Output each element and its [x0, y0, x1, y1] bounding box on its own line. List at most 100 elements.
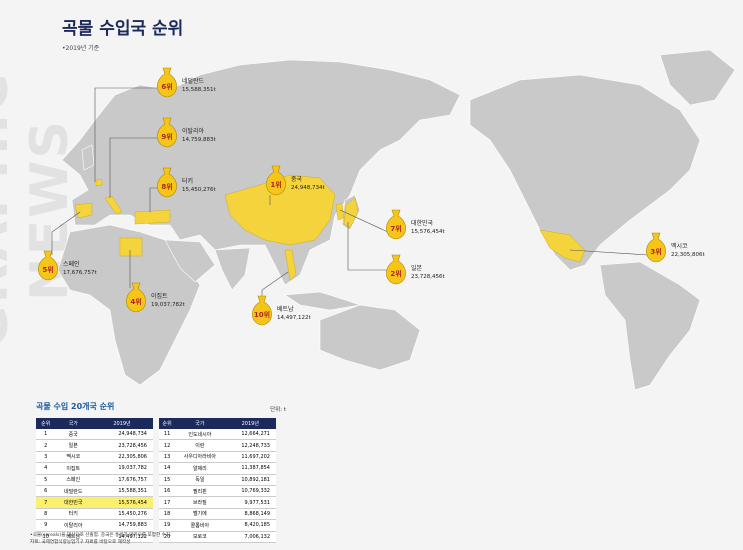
- table-cell: 8,420,185: [224, 519, 276, 532]
- map-label: 2위 일본 23,728,456t: [386, 254, 445, 285]
- amount: 23,728,456t: [411, 274, 445, 280]
- country: 이탈리아: [182, 127, 205, 135]
- table-row: 20 모로코 7,006,132: [159, 531, 276, 543]
- table-cell: 17,676,757: [90, 474, 153, 486]
- table-cell: 17: [159, 496, 176, 509]
- money-bag: [126, 282, 146, 313]
- country: 중국: [291, 176, 303, 183]
- table-cell: 14: [159, 462, 176, 475]
- table-cell: 6: [36, 485, 56, 498]
- table-cell: 20: [159, 531, 176, 543]
- table-right: 순위 국가 2019년 11 인도네시아 12,664,271 12 이란 12,248,733…: [159, 418, 276, 543]
- table-cell: 7: [36, 496, 56, 509]
- table-cell: 10,769,332: [224, 485, 276, 498]
- leader-line: [347, 222, 388, 271]
- amount: 15,588,351t: [182, 87, 216, 93]
- table-cell: 9: [36, 519, 56, 532]
- map-label: 5위 스페인 17,676,757t: [38, 250, 97, 281]
- country: 멕시코: [671, 242, 688, 250]
- table-row: 8 터키 15,450,276: [36, 508, 153, 521]
- ranking-table: 곡물 수입 20개국 순위 단위: t 순위 국가 2019년 1 중국 24,948,7…: [36, 401, 286, 543]
- title: 곡물 수입국 순위: [62, 19, 184, 39]
- table-cell: 15: [159, 474, 176, 486]
- table-row: 1 중국 24,948,734: [36, 429, 153, 441]
- country: 베트남: [277, 305, 294, 313]
- rank: 2위: [390, 269, 401, 278]
- table-cell: 15,588,351: [90, 485, 153, 498]
- rank: 9위: [161, 132, 172, 141]
- table-cell: 13: [159, 451, 176, 464]
- table-cell: 9,977,531: [224, 496, 276, 509]
- table-cell: 브라질: [175, 496, 225, 509]
- table-row: 12 이란 12,248,733: [159, 439, 276, 452]
- table-cell: 이집트: [55, 462, 91, 475]
- table-cell: 19,037,782: [90, 462, 153, 475]
- amount: 19,037,782t: [151, 302, 185, 308]
- table-row: 4 이집트 19,037,782: [36, 462, 153, 475]
- table-cell: 24,948,734: [90, 429, 153, 441]
- table-cell: 스페인: [55, 474, 91, 486]
- table-row: 5 스페인 17,676,757: [36, 474, 153, 486]
- table-row: 17 브라질 9,977,531: [159, 496, 276, 509]
- money-bag: [646, 232, 666, 263]
- header: 국가: [175, 418, 225, 429]
- table-cell: 콜롬비아: [175, 519, 225, 532]
- money-bag: [157, 67, 177, 98]
- table-left: 순위 국가 2019년 1 중국 24,948,734 2 일본 23,728,456 3 멕시코 2…: [36, 418, 153, 543]
- table-cell: 대한민국: [55, 496, 91, 509]
- table-cell: 멕시코: [55, 451, 91, 464]
- table-cell: 12: [159, 439, 176, 452]
- header-row: 순위 국가 2019년: [36, 418, 153, 429]
- money-bag: [386, 254, 406, 285]
- table-cell: 8,868,149: [224, 508, 276, 521]
- table-row: 9 이탈리아 14,759,883: [36, 519, 153, 532]
- map-label: 10위 베트남 14,497,122t: [252, 295, 311, 326]
- arabia: [164, 239, 216, 283]
- leader-line: [569, 249, 649, 256]
- country: 터키: [182, 177, 193, 185]
- turkey: [134, 209, 171, 225]
- table-cell: 필리핀: [175, 485, 225, 498]
- table-cell: 사우디아라비아: [175, 451, 225, 464]
- rank: 5위: [42, 265, 53, 274]
- table-row: 7 대한민국 15,576,454: [36, 496, 153, 509]
- australia: [319, 304, 421, 371]
- table-cell: 5: [36, 474, 56, 486]
- money-bag: [38, 250, 58, 281]
- table-title: 곡물 수입 20개국 순위: [36, 402, 115, 411]
- map-label: 7위 대한민국 15,576,454t: [386, 209, 445, 240]
- amount: 14,497,122t: [277, 315, 311, 321]
- table-row: 3 멕시코 22,305,806: [36, 451, 153, 464]
- country: 대한민국: [411, 219, 434, 227]
- table-cell: 알제리: [175, 462, 225, 475]
- table-row: 14 알제리 11,387,854: [159, 462, 276, 475]
- table-row: 13 사우디아라비아 11,697,202: [159, 451, 276, 464]
- leader-line: [51, 211, 81, 255]
- table-row: 11 인도네시아 12,664,271: [159, 429, 276, 441]
- amount: 15,576,454t: [411, 229, 445, 235]
- table-cell: 4: [36, 462, 56, 475]
- table-cell: 11,697,202: [224, 451, 276, 464]
- table-cell: 3: [36, 451, 56, 464]
- table-cell: 1: [36, 429, 56, 441]
- table-row: 2 일본 23,728,456: [36, 439, 153, 452]
- country: 네덜란드: [182, 77, 205, 85]
- rank: 6위: [161, 82, 172, 91]
- table-cell: 18: [159, 508, 176, 521]
- vietnam: [284, 249, 297, 281]
- table-cell: 11,387,854: [224, 462, 276, 475]
- table-cell: 16: [159, 485, 176, 498]
- table-row: 19 콜롬비아 8,420,185: [159, 519, 276, 532]
- table-cell: 7,006,132: [224, 531, 276, 543]
- country: 스페인: [63, 260, 80, 268]
- map-label: 3위 멕시코 22,305,806t: [646, 232, 705, 263]
- table-cell: 8: [36, 508, 56, 521]
- table-cell: 터키: [55, 508, 91, 521]
- table-cell: 인도네시아: [175, 429, 225, 441]
- south-america: [599, 261, 701, 391]
- header: 국가: [55, 418, 91, 429]
- leader-line: [109, 137, 160, 198]
- rank: 4위: [130, 297, 141, 306]
- tables: 순위 국가 2019년 1 중국 24,948,734 2 일본 23,728,456 3 멕시코 2…: [36, 418, 276, 543]
